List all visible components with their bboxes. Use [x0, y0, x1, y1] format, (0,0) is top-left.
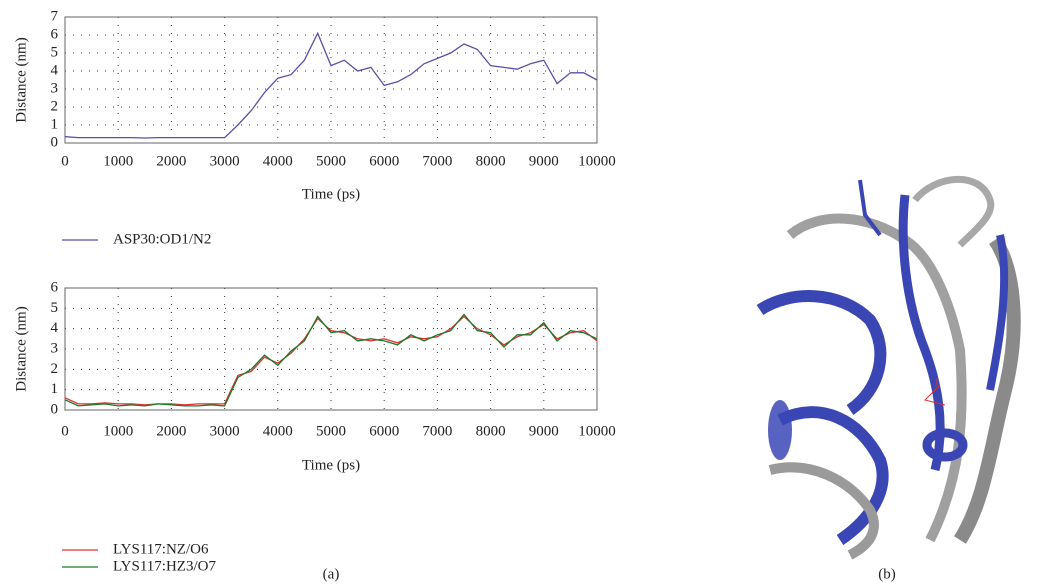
y-tick-label: 2 — [51, 361, 59, 377]
y-tick-label: 6 — [51, 279, 59, 295]
protein-structure: 1 — [756, 175, 1021, 560]
y-tick-label: 3 — [51, 340, 59, 356]
helix — [922, 428, 968, 462]
y-tick-label: 1 — [51, 381, 59, 397]
y-tick-label: 6 — [51, 26, 59, 42]
x-tick-label: 2000 — [156, 153, 186, 169]
x-tick-label: 5000 — [316, 153, 346, 169]
y-tick-label: 3 — [51, 80, 59, 96]
data-line — [64, 31, 598, 139]
x-tick-label: 3000 — [210, 423, 240, 439]
ribbon — [768, 462, 879, 560]
y-tick-label: 7 — [51, 8, 59, 24]
x-tick-label: 5000 — [316, 423, 346, 439]
x-axis-title: Time (ps) — [302, 457, 360, 473]
y-tick-label: 4 — [51, 62, 59, 78]
x-tick-label: 9000 — [529, 153, 559, 169]
x-tick-label: 1000 — [103, 423, 133, 439]
legend-label: LYS117:NZ/O6 — [113, 541, 209, 557]
x-tick-label: 8000 — [476, 423, 506, 439]
ribbon — [756, 290, 887, 415]
y-tick-label: 5 — [51, 44, 59, 60]
side-chain — [858, 179, 882, 237]
x-tick-label: 10000 — [578, 153, 616, 169]
y-tick-label: 2 — [51, 98, 59, 114]
x-tick-label: 7000 — [422, 423, 452, 439]
x-tick-label: 0 — [61, 153, 69, 169]
y-axis-title: Distance (nm) — [13, 306, 29, 391]
x-tick-label: 6000 — [369, 423, 399, 439]
data-line — [64, 313, 598, 407]
plot-frame — [64, 16, 598, 144]
x-tick-label: 10000 — [578, 423, 616, 439]
y-tick-label: 0 — [51, 134, 59, 150]
ribbon — [786, 213, 967, 543]
x-tick-label: 0 — [61, 423, 69, 439]
structure-label: 1 — [934, 377, 940, 389]
x-tick-label: 4000 — [263, 153, 293, 169]
x-tick-label: 3000 — [210, 153, 240, 169]
x-tick-label: 7000 — [422, 153, 452, 169]
panel-label: (b) — [878, 566, 896, 582]
x-tick-label: 6000 — [369, 153, 399, 169]
ribbon — [954, 236, 1021, 544]
x-tick-label: 9000 — [529, 423, 559, 439]
x-tick-label: 4000 — [263, 423, 293, 439]
x-axis-title: Time (ps) — [302, 186, 360, 202]
arrow — [924, 384, 946, 406]
y-tick-label: 5 — [51, 300, 59, 316]
y-tick-label: 0 — [51, 401, 59, 417]
x-tick-label: 8000 — [476, 153, 506, 169]
panel-label: (a) — [323, 566, 340, 582]
plot-frame — [64, 287, 598, 411]
x-tick-label: 1000 — [103, 153, 133, 169]
legend-label: LYS117:HZ3/O7 — [113, 558, 216, 574]
y-axis-title: Distance (nm) — [13, 37, 29, 122]
ribbon — [912, 175, 995, 248]
legend-label: ASP30:OD1/N2 — [113, 231, 211, 247]
y-tick-label: 1 — [51, 116, 59, 132]
ribbon — [777, 406, 889, 545]
ribbon — [986, 234, 1009, 391]
y-tick-label: 4 — [51, 320, 59, 336]
x-tick-label: 2000 — [156, 423, 186, 439]
helix — [768, 400, 792, 460]
ribbon — [898, 194, 945, 472]
